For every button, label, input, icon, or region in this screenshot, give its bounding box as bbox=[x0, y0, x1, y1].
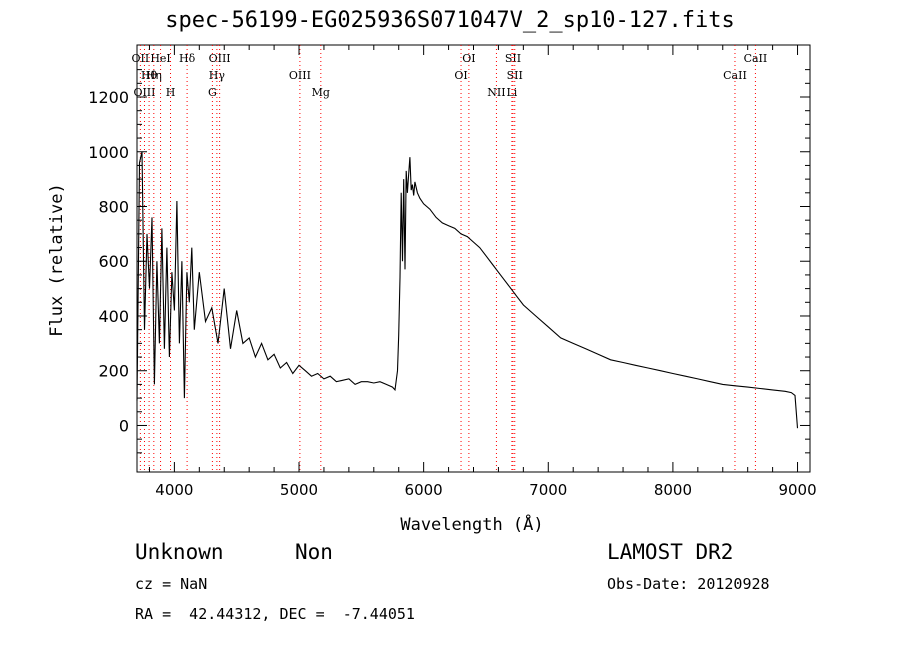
line-marker-label: CaII bbox=[723, 69, 747, 82]
line-marker-label: SII bbox=[507, 69, 523, 82]
spectral-line-markers: OIIHθOIIIHeIHηHHδHγGOIIIOIIIMgOIOINIISII… bbox=[132, 45, 768, 472]
line-marker-label: Hδ bbox=[179, 52, 196, 65]
line-marker-label: G bbox=[208, 86, 217, 99]
line-marker-label: Hη bbox=[146, 69, 162, 82]
x-tick-label: 6000 bbox=[405, 481, 443, 499]
spectrum-series bbox=[136, 151, 799, 429]
x-tick-label: 9000 bbox=[778, 481, 816, 499]
x-tick-label: 4000 bbox=[155, 481, 193, 499]
class-label: Unknown bbox=[135, 540, 224, 564]
axes-frame bbox=[136, 44, 811, 473]
line-marker-label: OII bbox=[132, 52, 150, 65]
y-tick-label: 800 bbox=[98, 197, 129, 216]
line-marker-label: Li bbox=[506, 86, 517, 99]
y-tick-label: 200 bbox=[98, 362, 129, 381]
line-marker-label: Hθ bbox=[141, 69, 158, 82]
coordinates-text: RA = 42.44312, DEC = -7.44051 bbox=[135, 605, 415, 623]
x-tick-label: 5000 bbox=[280, 481, 318, 499]
line-marker-label: OIII bbox=[133, 86, 155, 99]
y-axis-label: Flux (relative) bbox=[47, 183, 67, 337]
y-tick-label: 1000 bbox=[88, 143, 129, 162]
x-tick-label: 7000 bbox=[529, 481, 567, 499]
line-marker-label: HeI bbox=[150, 52, 170, 65]
subclass-label: Non bbox=[295, 540, 333, 564]
x-tick-label: 8000 bbox=[654, 481, 692, 499]
line-marker-label: OI bbox=[462, 52, 475, 65]
redshift-text: cz = NaN bbox=[135, 575, 208, 593]
line-marker-label: NII bbox=[487, 86, 505, 99]
flux-line bbox=[136, 151, 799, 429]
y-tick-label: 0 bbox=[119, 416, 129, 435]
chart-title: spec-56199-EG025936S071047V_2_sp10-127.f… bbox=[165, 8, 735, 33]
line-marker-label: OI bbox=[454, 69, 467, 82]
survey-label: LAMOST DR2 bbox=[607, 540, 734, 564]
y-tick-label: 1200 bbox=[88, 88, 129, 107]
line-marker-label: SII bbox=[505, 52, 521, 65]
axis-ticks: 4000 5000 6000 7000 8000 9000 0 200 400 600 800 100… bbox=[88, 45, 817, 499]
y-tick-label: 400 bbox=[98, 307, 129, 326]
obs-date-text: Obs-Date: 20120928 bbox=[607, 575, 770, 593]
line-marker-label: Hγ bbox=[209, 69, 226, 82]
y-tick-label: 600 bbox=[98, 252, 129, 271]
x-axis-label: Wavelength (Å) bbox=[400, 513, 543, 535]
line-marker-label: CaII bbox=[744, 52, 768, 65]
plot-frame bbox=[136, 44, 811, 473]
line-marker-label: OIII bbox=[209, 52, 231, 65]
line-marker-label: H bbox=[166, 86, 176, 99]
line-marker-label: Mg bbox=[312, 86, 330, 99]
line-marker-label: OIII bbox=[289, 69, 311, 82]
